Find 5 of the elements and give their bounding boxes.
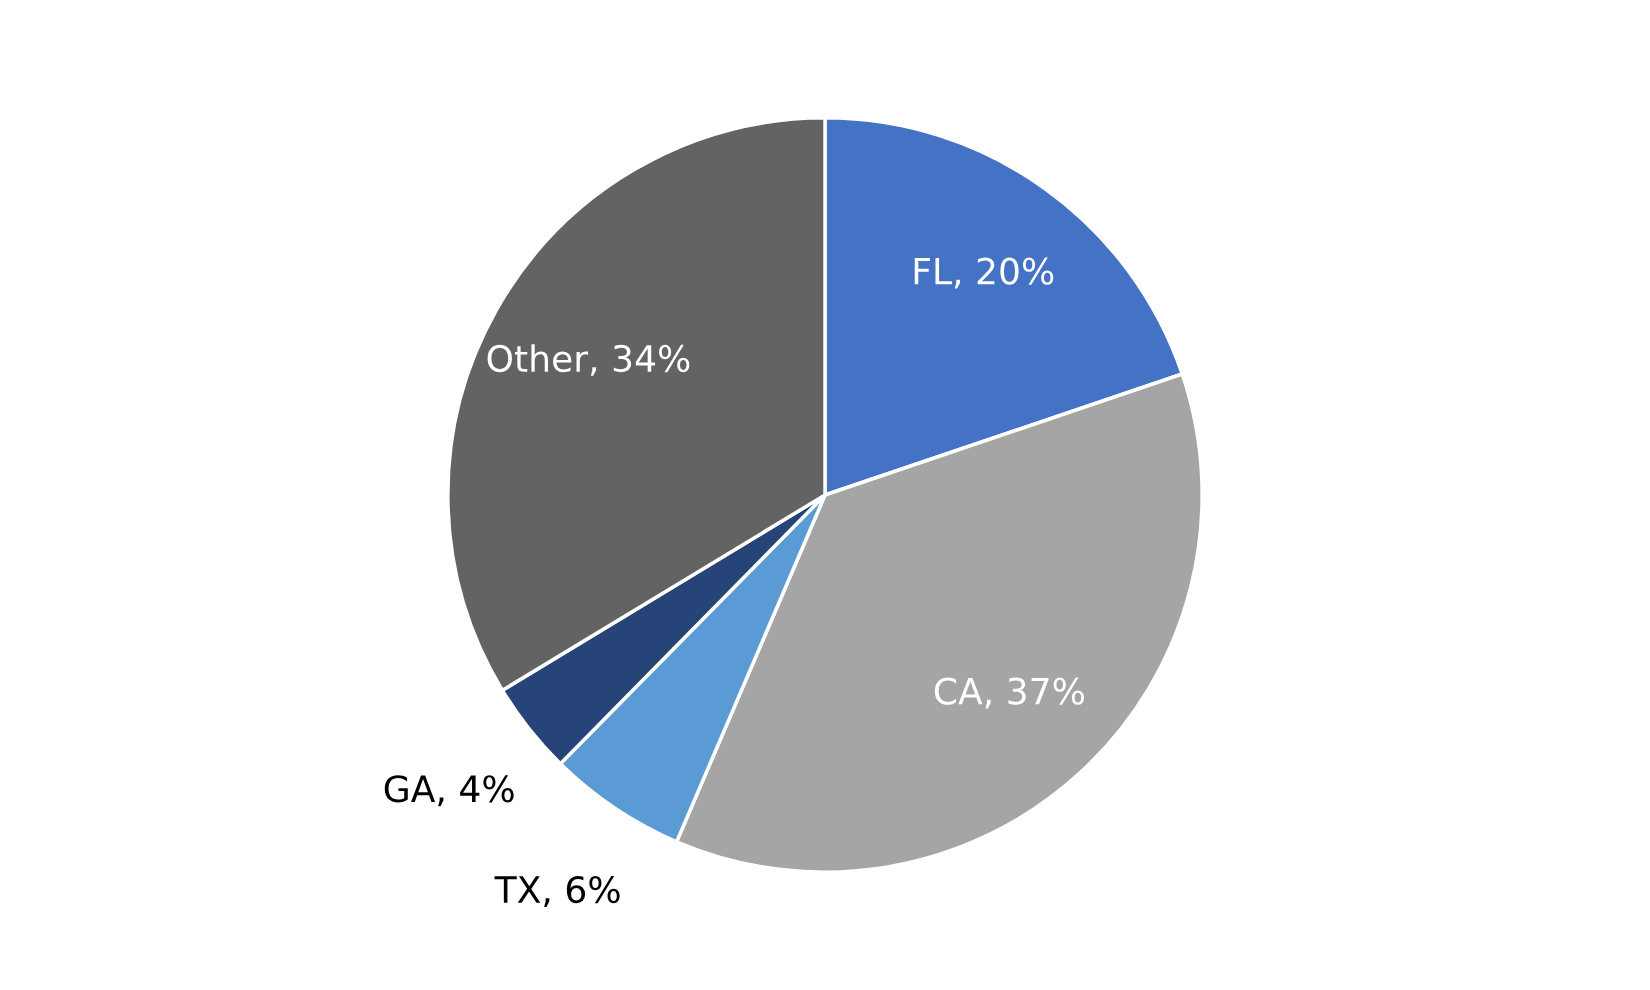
slice-label: CA, 37% <box>934 677 1084 709</box>
slice-label: FL, 20% <box>914 257 1054 289</box>
slice-label: GA, 4% <box>384 775 514 807</box>
slice-label: Other, 34% <box>487 344 690 376</box>
slice-label: TX, 6% <box>494 875 620 907</box>
